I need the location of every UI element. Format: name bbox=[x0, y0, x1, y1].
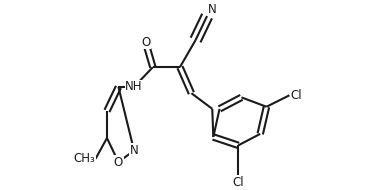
Text: Cl: Cl bbox=[233, 176, 244, 189]
Text: NH: NH bbox=[125, 80, 143, 93]
Text: CH₃: CH₃ bbox=[74, 152, 96, 165]
Text: O: O bbox=[114, 156, 123, 169]
Text: O: O bbox=[141, 36, 150, 49]
Text: N: N bbox=[130, 144, 139, 157]
Text: Cl: Cl bbox=[291, 89, 302, 102]
Text: N: N bbox=[208, 3, 217, 16]
